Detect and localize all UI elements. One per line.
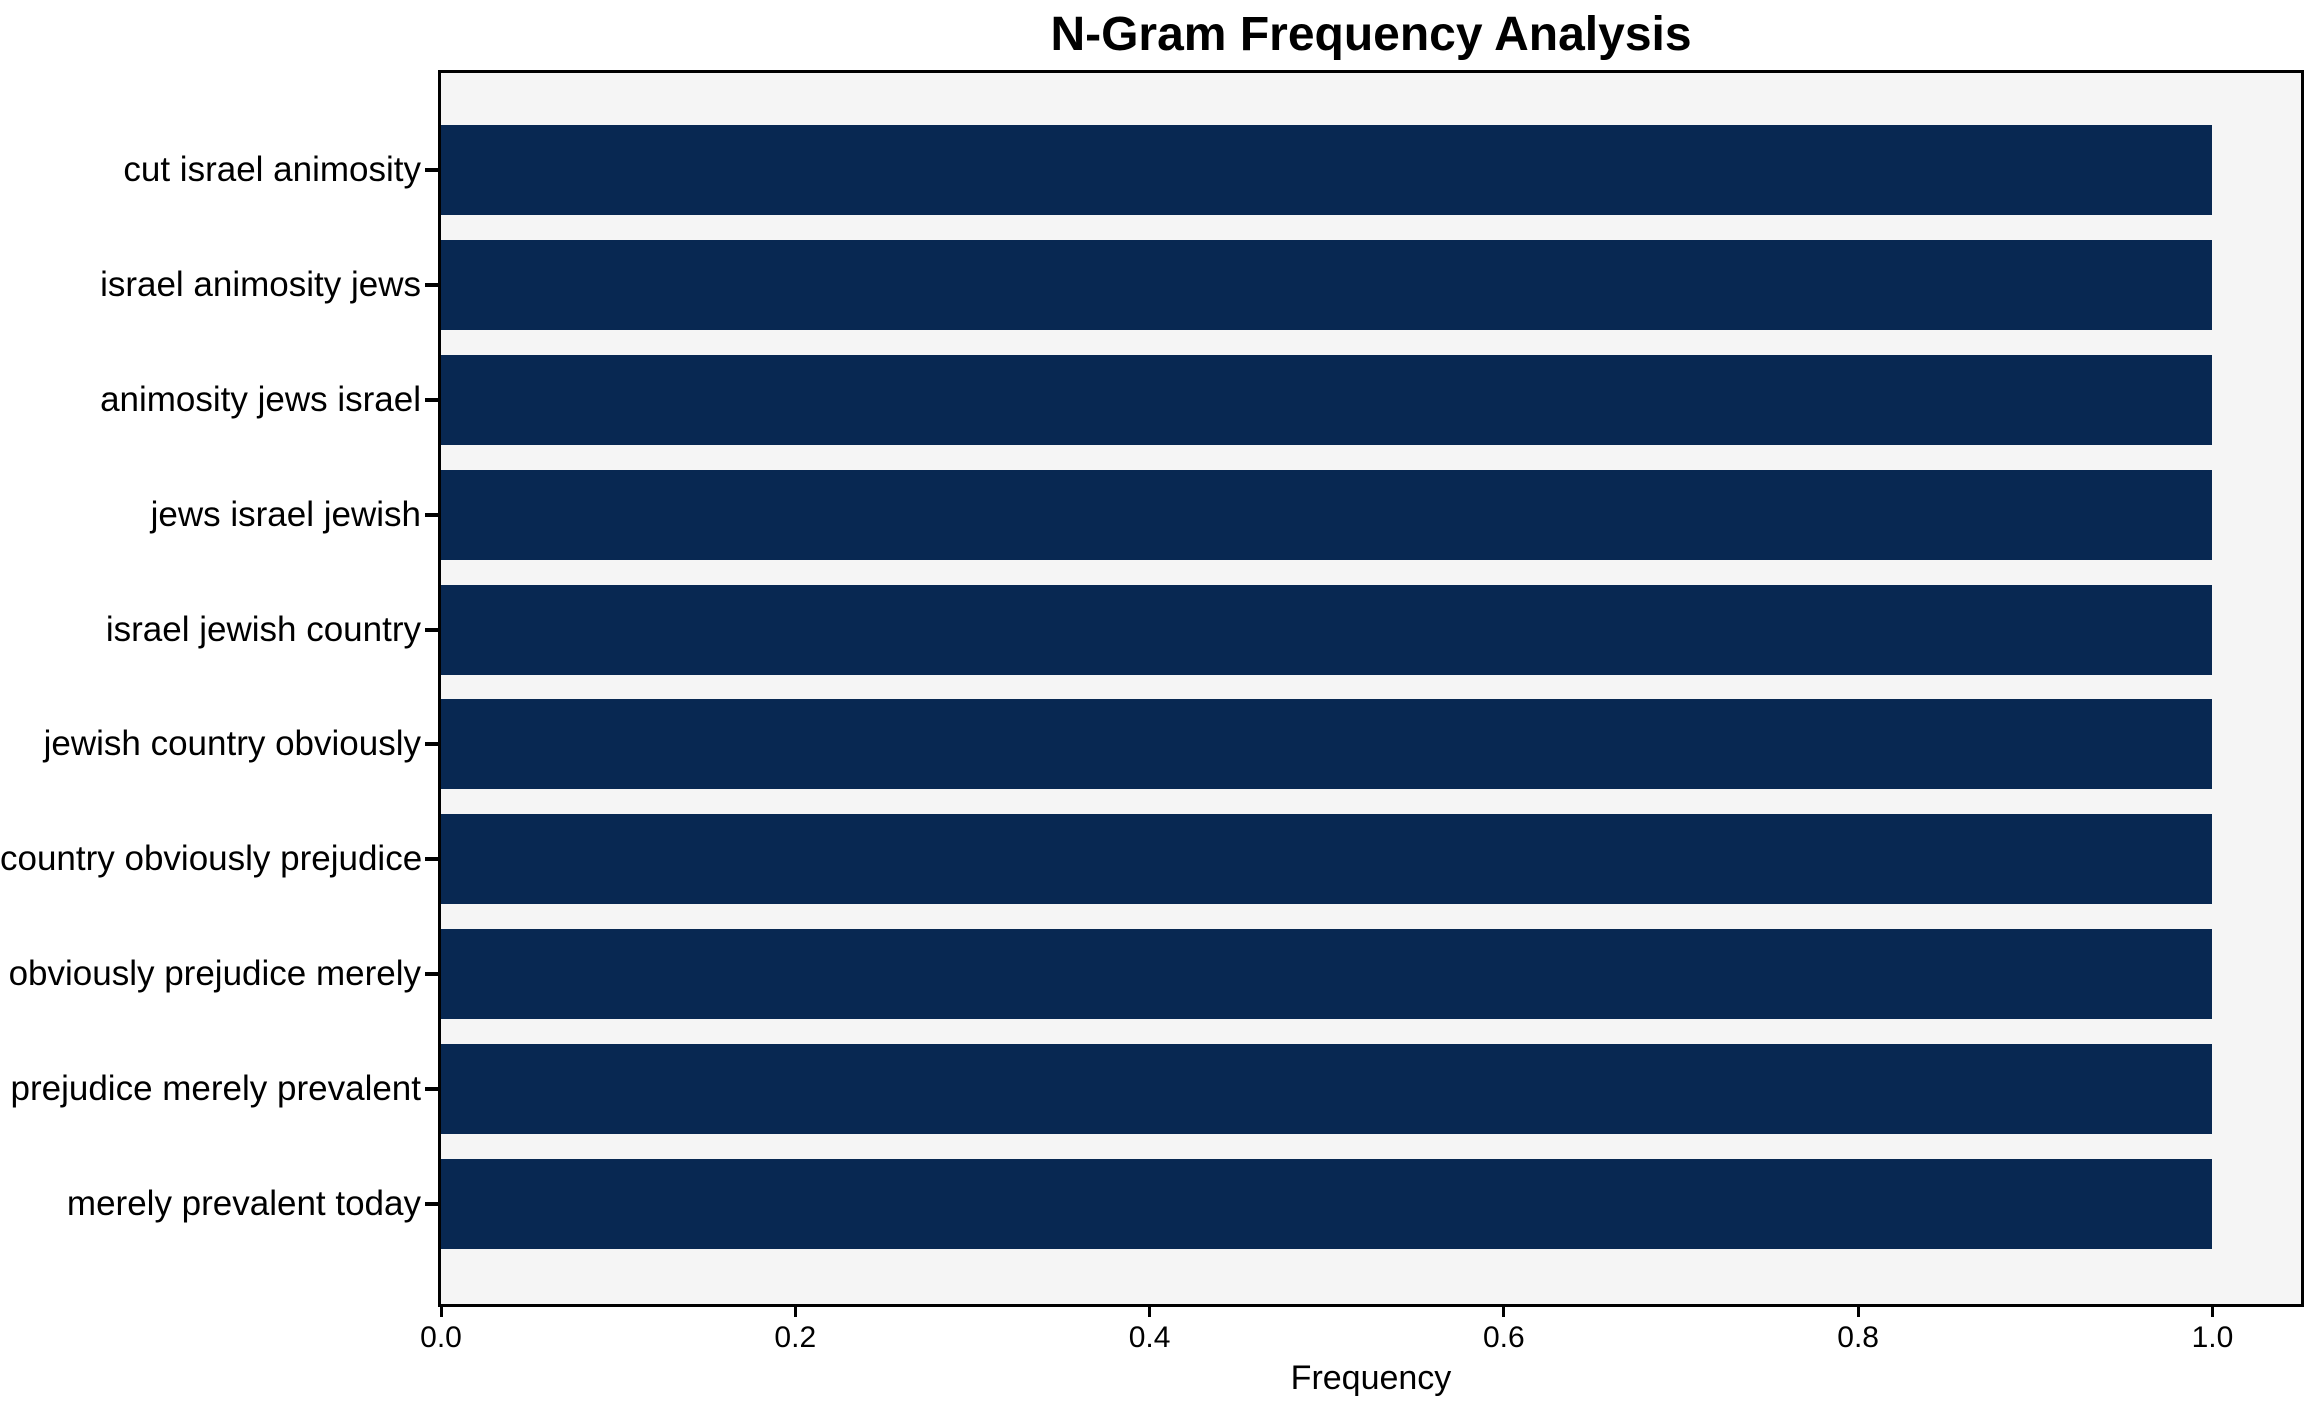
y-tick	[425, 282, 438, 287]
y-tick-label: obviously prejudice merely	[8, 954, 421, 994]
y-tick-label: jewish country obviously	[43, 724, 421, 764]
x-tick	[1148, 1304, 1152, 1317]
x-tick	[2210, 1304, 2214, 1317]
x-tick	[1856, 1304, 1860, 1317]
y-tick	[425, 742, 438, 747]
x-tick-label: 0.0	[420, 1321, 462, 1354]
x-tick	[1502, 1304, 1506, 1317]
x-tick	[439, 1304, 443, 1317]
x-tick	[793, 1304, 797, 1317]
y-tick-label: country obviously prejudice	[0, 839, 423, 879]
x-tick-label: 0.6	[1482, 1321, 1525, 1354]
bar	[441, 929, 2213, 1020]
y-tick	[425, 1202, 438, 1206]
y-tick-label: israel animosity jews	[100, 264, 421, 304]
y-tick-label: israel jewish country	[105, 609, 421, 649]
x-tick-label: 0.4	[1128, 1321, 1171, 1354]
y-tick	[425, 627, 438, 632]
y-tick-label: jews israel jewish	[150, 494, 421, 534]
bar	[441, 1159, 2213, 1249]
y-tick	[425, 512, 438, 517]
bar	[441, 699, 2213, 790]
bar	[441, 814, 2213, 905]
y-tick	[425, 972, 438, 977]
bar	[441, 125, 2213, 215]
y-tick	[425, 857, 438, 862]
plot-area	[438, 70, 2304, 1307]
x-tick-label: 0.2	[774, 1321, 817, 1354]
y-tick	[425, 168, 438, 172]
x-tick-label: 0.8	[1837, 1321, 1879, 1354]
y-tick	[425, 1087, 438, 1092]
y-tick-label: merely prevalent today	[66, 1184, 421, 1223]
bar	[441, 584, 2213, 675]
bar	[441, 239, 2213, 330]
x-tick-label: 1.0	[2191, 1321, 2234, 1354]
bar	[441, 469, 2213, 560]
bar	[441, 354, 2213, 445]
y-tick-label: prejudice merely prevalent	[10, 1069, 421, 1109]
chart-title: N-Gram Frequency Analysis	[1050, 8, 1692, 61]
x-axis-label: Frequency	[1290, 1359, 1452, 1397]
y-tick-label: animosity jews israel	[100, 379, 421, 419]
bar	[441, 1044, 2213, 1135]
y-tick	[425, 397, 438, 402]
y-tick-label: cut israel animosity	[123, 150, 421, 189]
